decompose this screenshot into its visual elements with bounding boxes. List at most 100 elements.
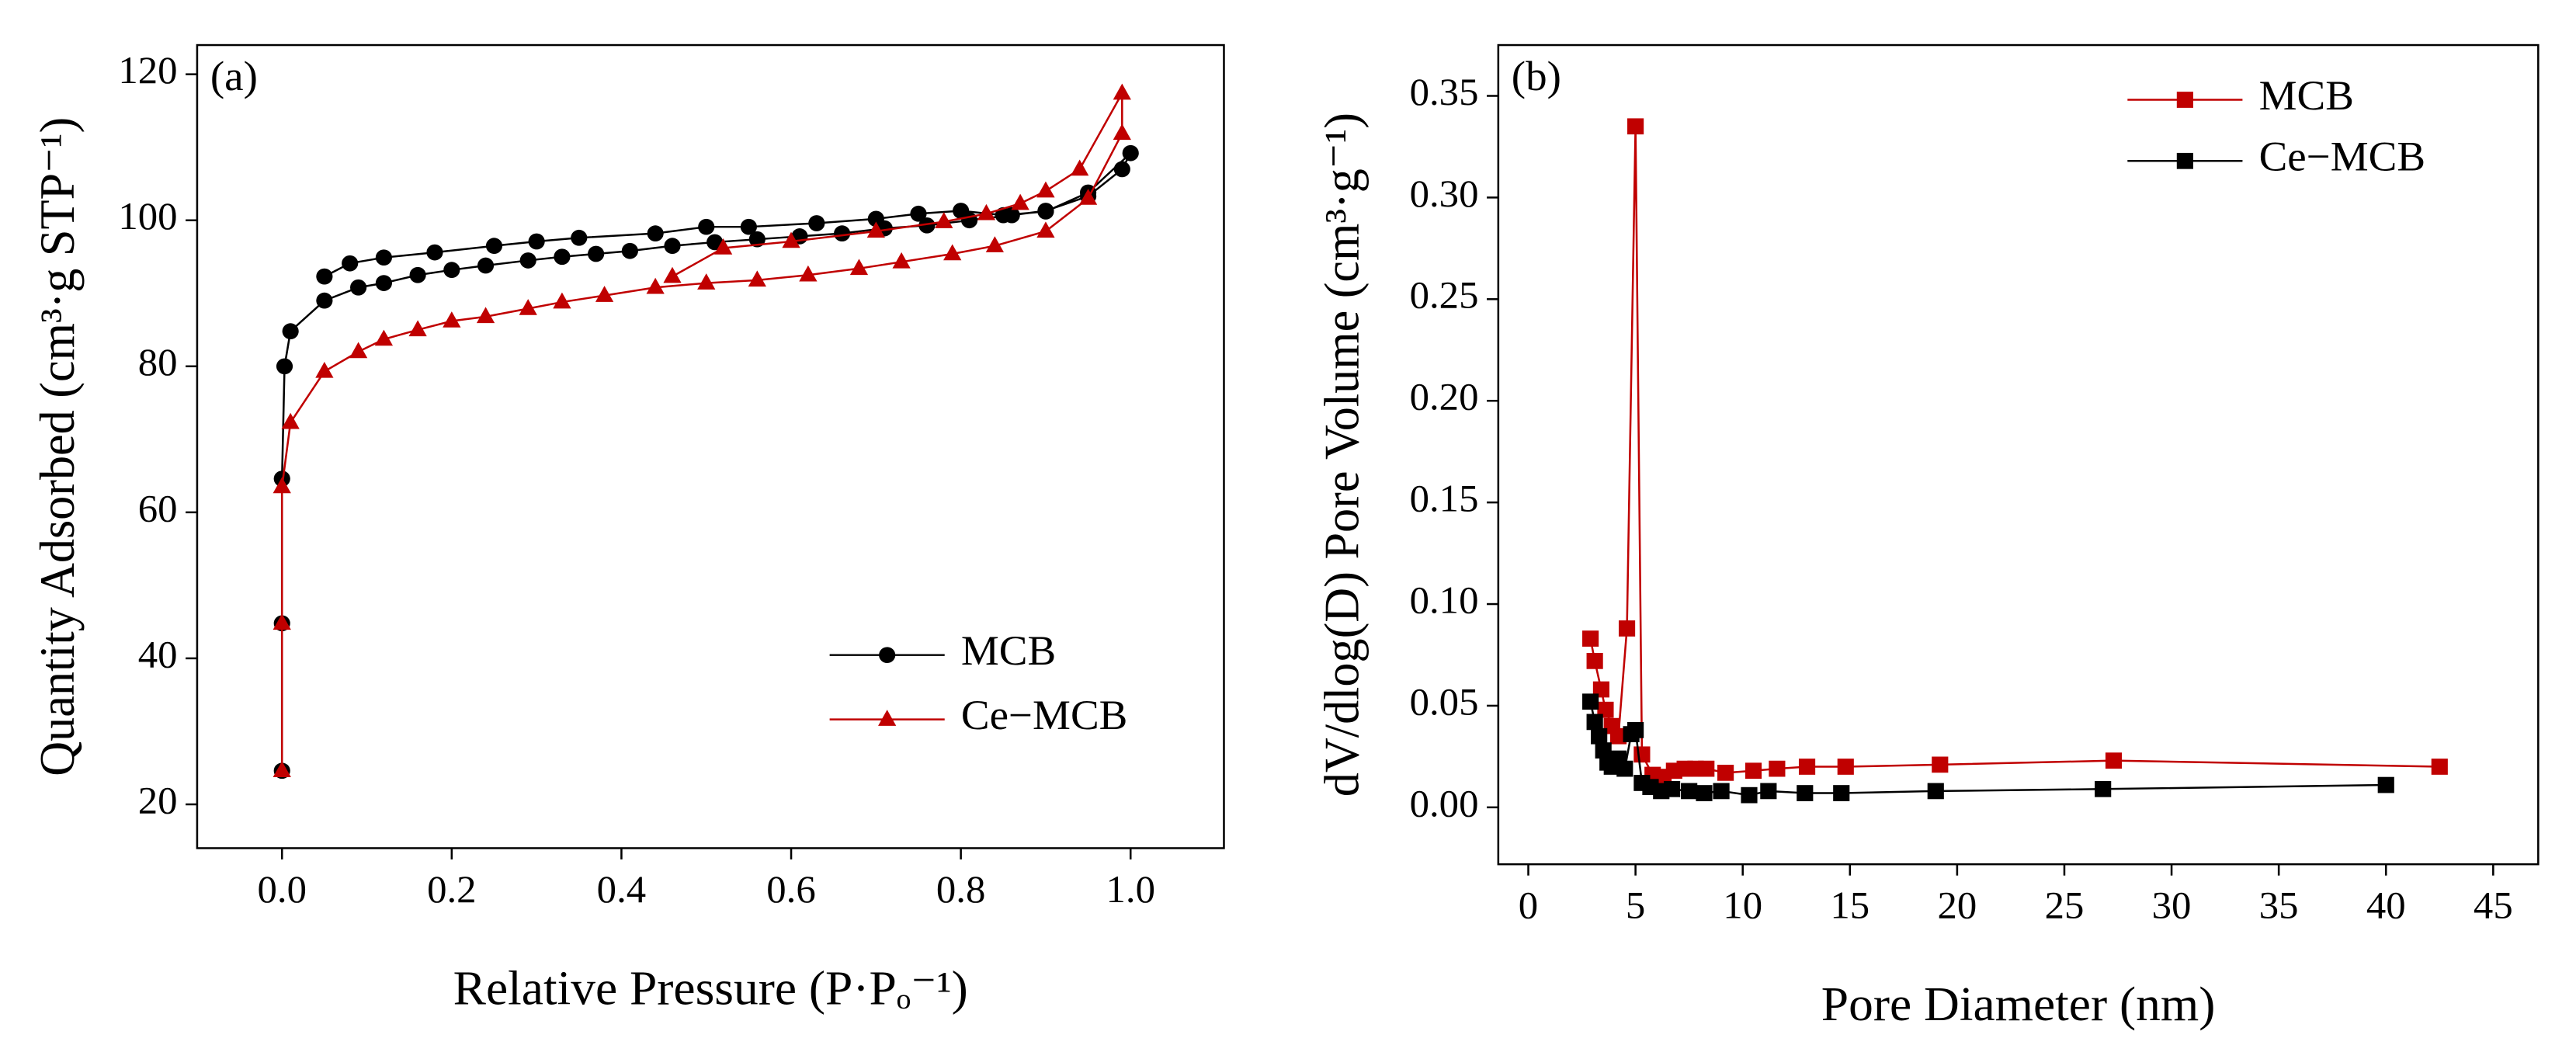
- x-tick-label: 20: [1937, 884, 1977, 926]
- marker: [878, 710, 897, 726]
- marker: [646, 277, 665, 294]
- x-axis-label: Pore Diameter (nm): [1821, 977, 2216, 1031]
- marker: [995, 207, 1012, 224]
- x-tick-label: 15: [1830, 884, 1870, 926]
- y-tick-label: 0.00: [1410, 782, 1479, 825]
- marker: [1011, 193, 1029, 210]
- y-tick-label: 120: [118, 49, 177, 92]
- marker: [1616, 760, 1633, 777]
- marker: [663, 266, 682, 283]
- marker: [1597, 701, 1614, 718]
- marker: [408, 320, 427, 337]
- x-tick-label: 0.8: [936, 867, 985, 910]
- marker: [664, 238, 681, 255]
- marker: [1741, 786, 1758, 804]
- y-tick-label: 0.25: [1410, 273, 1479, 316]
- marker: [1591, 727, 1608, 745]
- marker: [409, 266, 426, 283]
- marker: [1837, 759, 1854, 775]
- marker: [698, 218, 715, 235]
- x-tick-label: 10: [1723, 884, 1762, 926]
- marker: [1769, 760, 1786, 777]
- x-tick-label: 45: [2474, 884, 2513, 926]
- marker: [1627, 118, 1644, 135]
- marker: [476, 307, 495, 324]
- marker: [2176, 92, 2193, 108]
- marker: [315, 361, 334, 378]
- marker: [1113, 123, 1131, 141]
- marker: [1618, 620, 1636, 637]
- marker: [977, 203, 996, 220]
- plot-frame: [196, 43, 1225, 849]
- y-tick-label: 0.10: [1410, 578, 1479, 621]
- marker: [1036, 181, 1055, 198]
- marker: [477, 257, 495, 274]
- marker: [1586, 714, 1603, 731]
- marker: [866, 221, 885, 238]
- marker: [281, 412, 300, 429]
- marker: [1932, 756, 1949, 773]
- marker: [953, 203, 970, 219]
- x-axis-label: Relative Pressure (P·Pₒ⁻¹): [453, 961, 968, 1015]
- marker: [1713, 783, 1730, 800]
- marker: [647, 225, 664, 242]
- marker: [2095, 780, 2112, 797]
- marker: [349, 342, 368, 359]
- y-tick-label: 20: [138, 779, 178, 821]
- y-tick-label: 0.20: [1410, 375, 1479, 418]
- marker: [1036, 221, 1055, 238]
- marker: [910, 205, 927, 222]
- x-tick-label: 35: [2259, 884, 2299, 926]
- marker: [2377, 776, 2394, 793]
- marker: [985, 236, 1004, 252]
- legend-label: Ce−MCB: [961, 691, 1127, 738]
- marker: [740, 218, 757, 235]
- marker: [375, 249, 392, 266]
- marker: [485, 238, 503, 255]
- series-line: [280, 92, 1123, 771]
- y-tick-label: 60: [138, 487, 178, 530]
- marker: [713, 238, 733, 255]
- marker: [892, 252, 911, 269]
- marker: [918, 217, 936, 234]
- marker: [1698, 760, 1715, 777]
- marker: [426, 244, 443, 261]
- x-tick-label: 0.6: [766, 867, 815, 910]
- marker: [1760, 783, 1777, 800]
- series-line: [1589, 126, 2440, 778]
- marker: [1633, 746, 1651, 763]
- marker: [1113, 161, 1130, 178]
- y-tick-label: 0.35: [1410, 70, 1479, 113]
- marker: [1797, 785, 1814, 801]
- marker: [519, 252, 536, 269]
- marker: [1609, 727, 1627, 745]
- x-tick-label: 30: [2152, 884, 2192, 926]
- x-tick-label: 0.4: [597, 867, 646, 910]
- marker: [935, 212, 953, 228]
- marker: [782, 231, 800, 248]
- marker: [808, 215, 825, 231]
- marker: [2431, 759, 2448, 775]
- y-tick-label: 0.05: [1410, 680, 1479, 723]
- marker: [519, 299, 537, 315]
- marker: [2176, 152, 2193, 169]
- marker: [1071, 159, 1089, 176]
- marker: [350, 279, 367, 296]
- y-tick-label: 40: [138, 633, 178, 675]
- marker: [375, 275, 392, 291]
- marker: [2105, 752, 2123, 769]
- legend-label: MCB: [2259, 71, 2354, 118]
- marker: [1663, 780, 1681, 797]
- marker: [834, 225, 851, 242]
- marker: [1586, 652, 1603, 669]
- x-tick-label: 1.0: [1106, 867, 1154, 910]
- marker: [1681, 783, 1698, 800]
- marker: [1595, 742, 1612, 759]
- marker: [1592, 681, 1610, 698]
- marker: [1582, 693, 1599, 710]
- marker: [273, 477, 291, 494]
- plot-frame: [1497, 43, 2540, 866]
- marker: [697, 273, 716, 290]
